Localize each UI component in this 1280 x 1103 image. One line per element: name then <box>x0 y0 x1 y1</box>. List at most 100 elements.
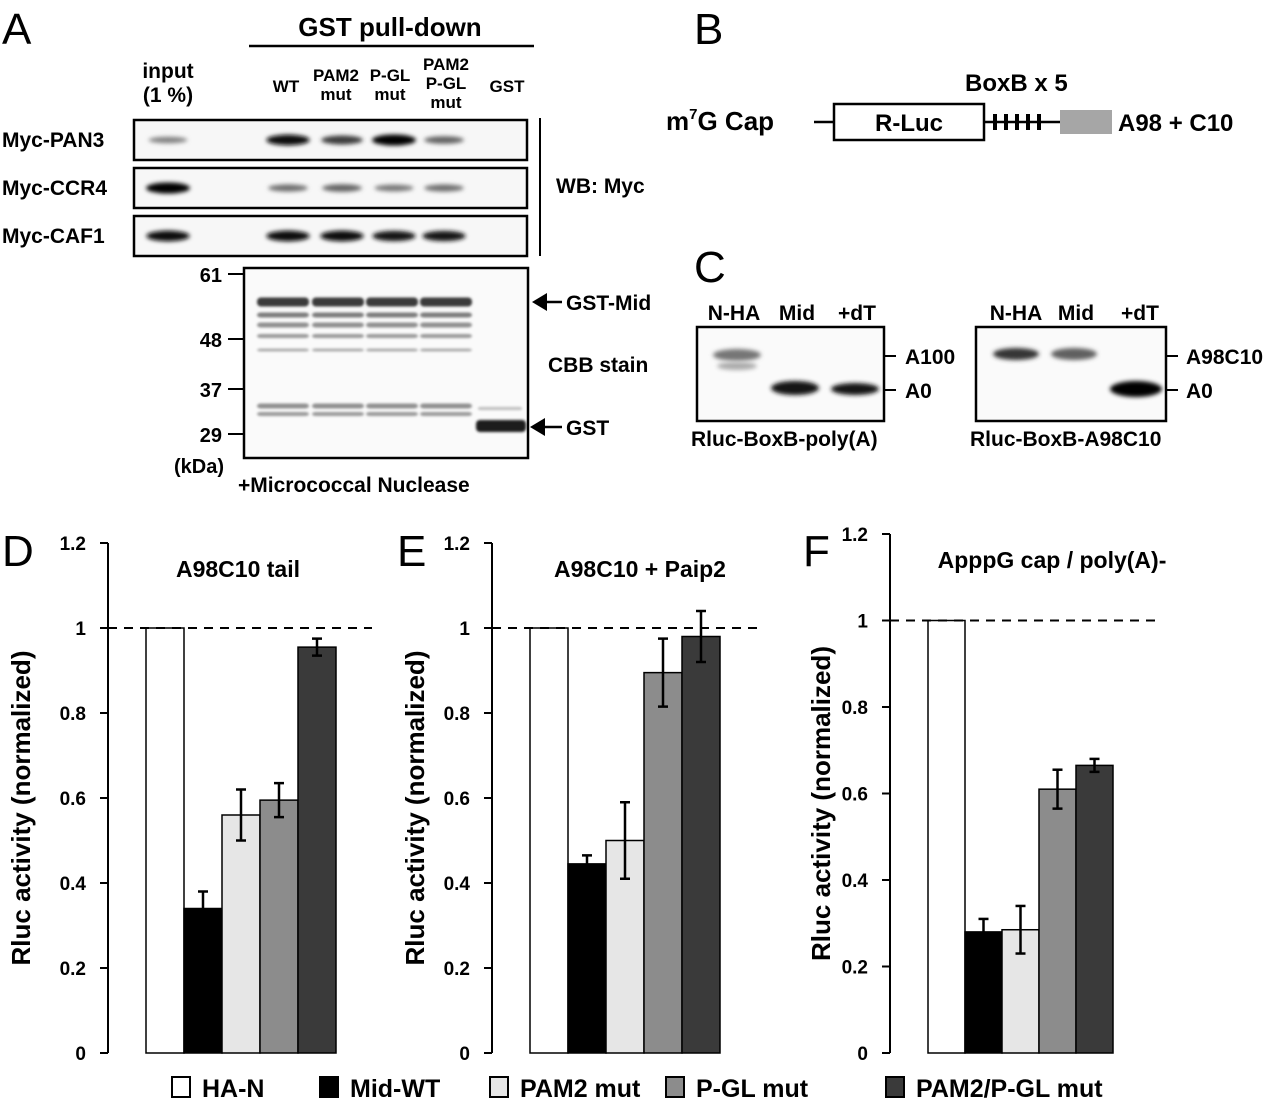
mw-markers: 61 48 37 29 <box>200 265 244 447</box>
y-tick-label: 1 <box>75 619 86 640</box>
cbb-band <box>420 334 472 338</box>
lane-label-4-line2: P-GL <box>426 74 467 93</box>
cbb-stain-label: CBB stain <box>548 354 648 377</box>
cbb-band <box>366 348 418 352</box>
lane-label-4-line1: PAM2 <box>423 55 469 74</box>
lane-label-4-line3: mut <box>430 93 462 112</box>
cbb-band <box>366 334 418 338</box>
pulldown-header: GST pull-down <box>298 12 481 42</box>
kda-label: (kDa) <box>174 456 224 478</box>
blot-band <box>422 230 466 242</box>
chart-d: 0 0.2 0.4 0.6 0.8 1 1.2 Rluc activity (normaliz… <box>6 534 372 1065</box>
y-tick-label: 0.2 <box>842 958 868 979</box>
blot-band <box>320 230 364 242</box>
lane-label-5-line1: GST <box>490 77 526 96</box>
y-tick-label: 0.4 <box>842 871 869 892</box>
y-tick-label: 0.6 <box>842 785 868 806</box>
wb-label: WB: Myc <box>556 175 645 198</box>
mw-marker-label: 61 <box>200 265 222 287</box>
chart-title: A98C10 tail <box>176 556 300 582</box>
blot-band <box>424 184 464 192</box>
gel-band <box>1051 348 1097 360</box>
cbb-band <box>257 412 309 416</box>
y-tick-label: 0.6 <box>444 789 470 810</box>
panel-letter-b: B <box>694 5 723 54</box>
blot-row-label: Myc-PAN3 <box>2 129 104 152</box>
gel-band <box>1110 381 1162 397</box>
lane-label-3-line1: P-GL <box>370 66 411 85</box>
y-tick-label: 1.2 <box>842 525 868 546</box>
y-tick-label: 0.2 <box>60 959 86 980</box>
legend-label: PAM2/P-GL mut <box>916 1075 1103 1103</box>
y-tick-label: 0 <box>75 1044 86 1065</box>
cbb-band <box>420 312 472 318</box>
bar-mid-wt <box>964 931 1003 1054</box>
rluc-box <box>832 102 986 142</box>
legend-label: HA-N <box>202 1075 265 1103</box>
y-tick-label: 0.4 <box>60 874 87 895</box>
cbb-band <box>366 312 418 318</box>
panel-letter-f: F <box>803 527 830 576</box>
legend-label: PAM2 mut <box>520 1075 641 1103</box>
mw-marker-label: 48 <box>200 330 222 352</box>
input-label-line2: (1 %) <box>143 84 193 107</box>
bar-pam2-p-gl-mut <box>1075 764 1114 1054</box>
y-axis-label: Rluc activity (normalized) <box>806 646 836 961</box>
cbb-band-gst-faint <box>478 407 522 410</box>
mw-marker-label: 37 <box>200 380 222 402</box>
panel-letter-c: C <box>694 243 726 292</box>
gst-label: GST <box>566 417 609 440</box>
gel-lane-label: +dT <box>838 302 876 325</box>
blot-band <box>424 136 464 144</box>
cbb-gel <box>242 266 530 460</box>
gel-caption: Rluc-BoxB-A98C10 <box>970 428 1161 451</box>
gst-mid-label: GST-Mid <box>566 292 651 315</box>
cbb-band <box>257 322 309 328</box>
cbb-band <box>312 348 364 352</box>
gel-marker-top: A100 <box>905 346 955 369</box>
bar-pam2-p-gl-mut <box>297 646 337 1054</box>
tail-label: A98 + C10 <box>1118 110 1233 137</box>
western-blot-rows: Myc-PAN3 Myc-CCR4 Myc-CAF1 <box>2 118 529 258</box>
gel-frame <box>695 325 886 423</box>
blot-band <box>148 136 188 144</box>
cbb-band <box>257 312 309 318</box>
gel-marker-bottom: A0 <box>905 380 932 403</box>
y-tick-label: 0 <box>459 1044 470 1065</box>
lane-label-2-line2: mut <box>320 85 352 104</box>
boxb-label: BoxB x 5 <box>965 70 1068 97</box>
northern-gel-a98c10: N-HA Mid +dT A98C10 A0 Rluc-BoxB-A98C10 <box>970 302 1263 451</box>
legend: HA-N Mid-WT PAM2 mut P-GL mut PAM2/P-GL mut <box>171 1075 1103 1103</box>
y-tick-label: 0.2 <box>444 959 470 980</box>
blot-band <box>372 134 416 146</box>
cbb-band <box>312 322 364 328</box>
gel-lane-label: N-HA <box>708 302 761 325</box>
cbb-band <box>312 412 364 416</box>
nuclease-label: +Micrococcal Nuclease <box>238 474 470 497</box>
blot-band <box>266 230 310 242</box>
cbb-band <box>366 297 418 307</box>
y-tick-label: 0.8 <box>842 698 868 719</box>
rluc-label: R-Luc <box>875 110 943 137</box>
cbb-band <box>312 334 364 338</box>
gel-band <box>831 383 879 395</box>
gel-band <box>717 362 757 370</box>
bar-p-gl-mut <box>643 671 683 1054</box>
cbb-gel-lanes <box>257 297 526 432</box>
legend-swatch-ha-n <box>171 1076 191 1098</box>
blot-band <box>146 230 190 242</box>
cbb-band-gst <box>476 420 526 432</box>
y-tick-label: 0.4 <box>444 874 471 895</box>
panel-letter-e: E <box>397 527 426 576</box>
blot-band <box>322 184 362 192</box>
cbb-band <box>257 348 309 352</box>
y-tick-label: 1 <box>857 612 868 633</box>
gel-caption: Rluc-BoxB-poly(A) <box>691 428 878 451</box>
y-axis-label: Rluc activity (normalized) <box>400 651 430 966</box>
panel-letter-a: A <box>2 5 32 54</box>
cbb-band <box>312 403 364 409</box>
bar-ha-n <box>145 627 185 1054</box>
chart-e: 0 0.2 0.4 0.6 0.8 1 1.2 Rluc activity (normaliz… <box>400 534 760 1065</box>
blot-band <box>374 184 414 192</box>
bar-ha-n <box>529 627 569 1054</box>
